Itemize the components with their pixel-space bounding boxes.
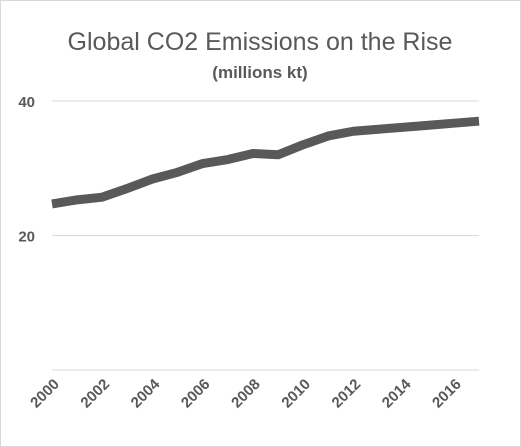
x-tick-label-2002: 2002 <box>77 376 113 412</box>
x-tick-label-2010: 2010 <box>278 376 314 412</box>
x-tick-label-2016: 2016 <box>429 376 465 412</box>
y-tick-label-20: 20 <box>18 229 35 246</box>
series-group <box>51 116 480 209</box>
x-tick-label-2008: 2008 <box>228 376 264 412</box>
chart-subtitle: (millions kt) <box>212 63 307 82</box>
x-tick-label-2014: 2014 <box>379 375 415 411</box>
gridlines <box>52 100 479 371</box>
chart-title: Global CO2 Emissions on the Rise <box>68 28 453 56</box>
x-tick-label-2012: 2012 <box>329 376 365 412</box>
x-axis-ticks: 2000 2002 2004 2006 2008 2010 2012 2014 2016 <box>27 375 465 411</box>
y-tick-label-40: 40 <box>18 94 35 111</box>
x-tick-label-2000: 2000 <box>27 376 63 412</box>
x-tick-label-2006: 2006 <box>178 376 214 412</box>
series-line-0 <box>51 116 480 209</box>
x-tick-label-2004: 2004 <box>128 375 164 411</box>
